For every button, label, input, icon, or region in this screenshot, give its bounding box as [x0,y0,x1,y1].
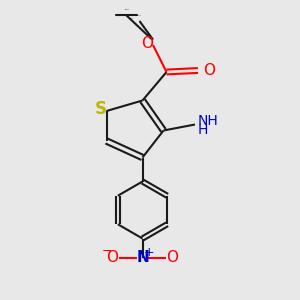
Text: O: O [167,250,178,266]
Text: O: O [203,63,215,78]
Text: methyl: methyl [137,15,142,16]
Text: O: O [142,36,154,51]
Text: methyl: methyl [124,9,129,11]
Text: O: O [106,250,119,266]
Text: −: − [102,245,112,258]
Text: +: + [144,245,154,259]
Text: H: H [198,123,208,137]
Text: NH: NH [198,114,219,128]
Text: methyl: methyl [129,17,134,19]
Text: S: S [95,100,107,118]
Text: N: N [136,250,149,266]
